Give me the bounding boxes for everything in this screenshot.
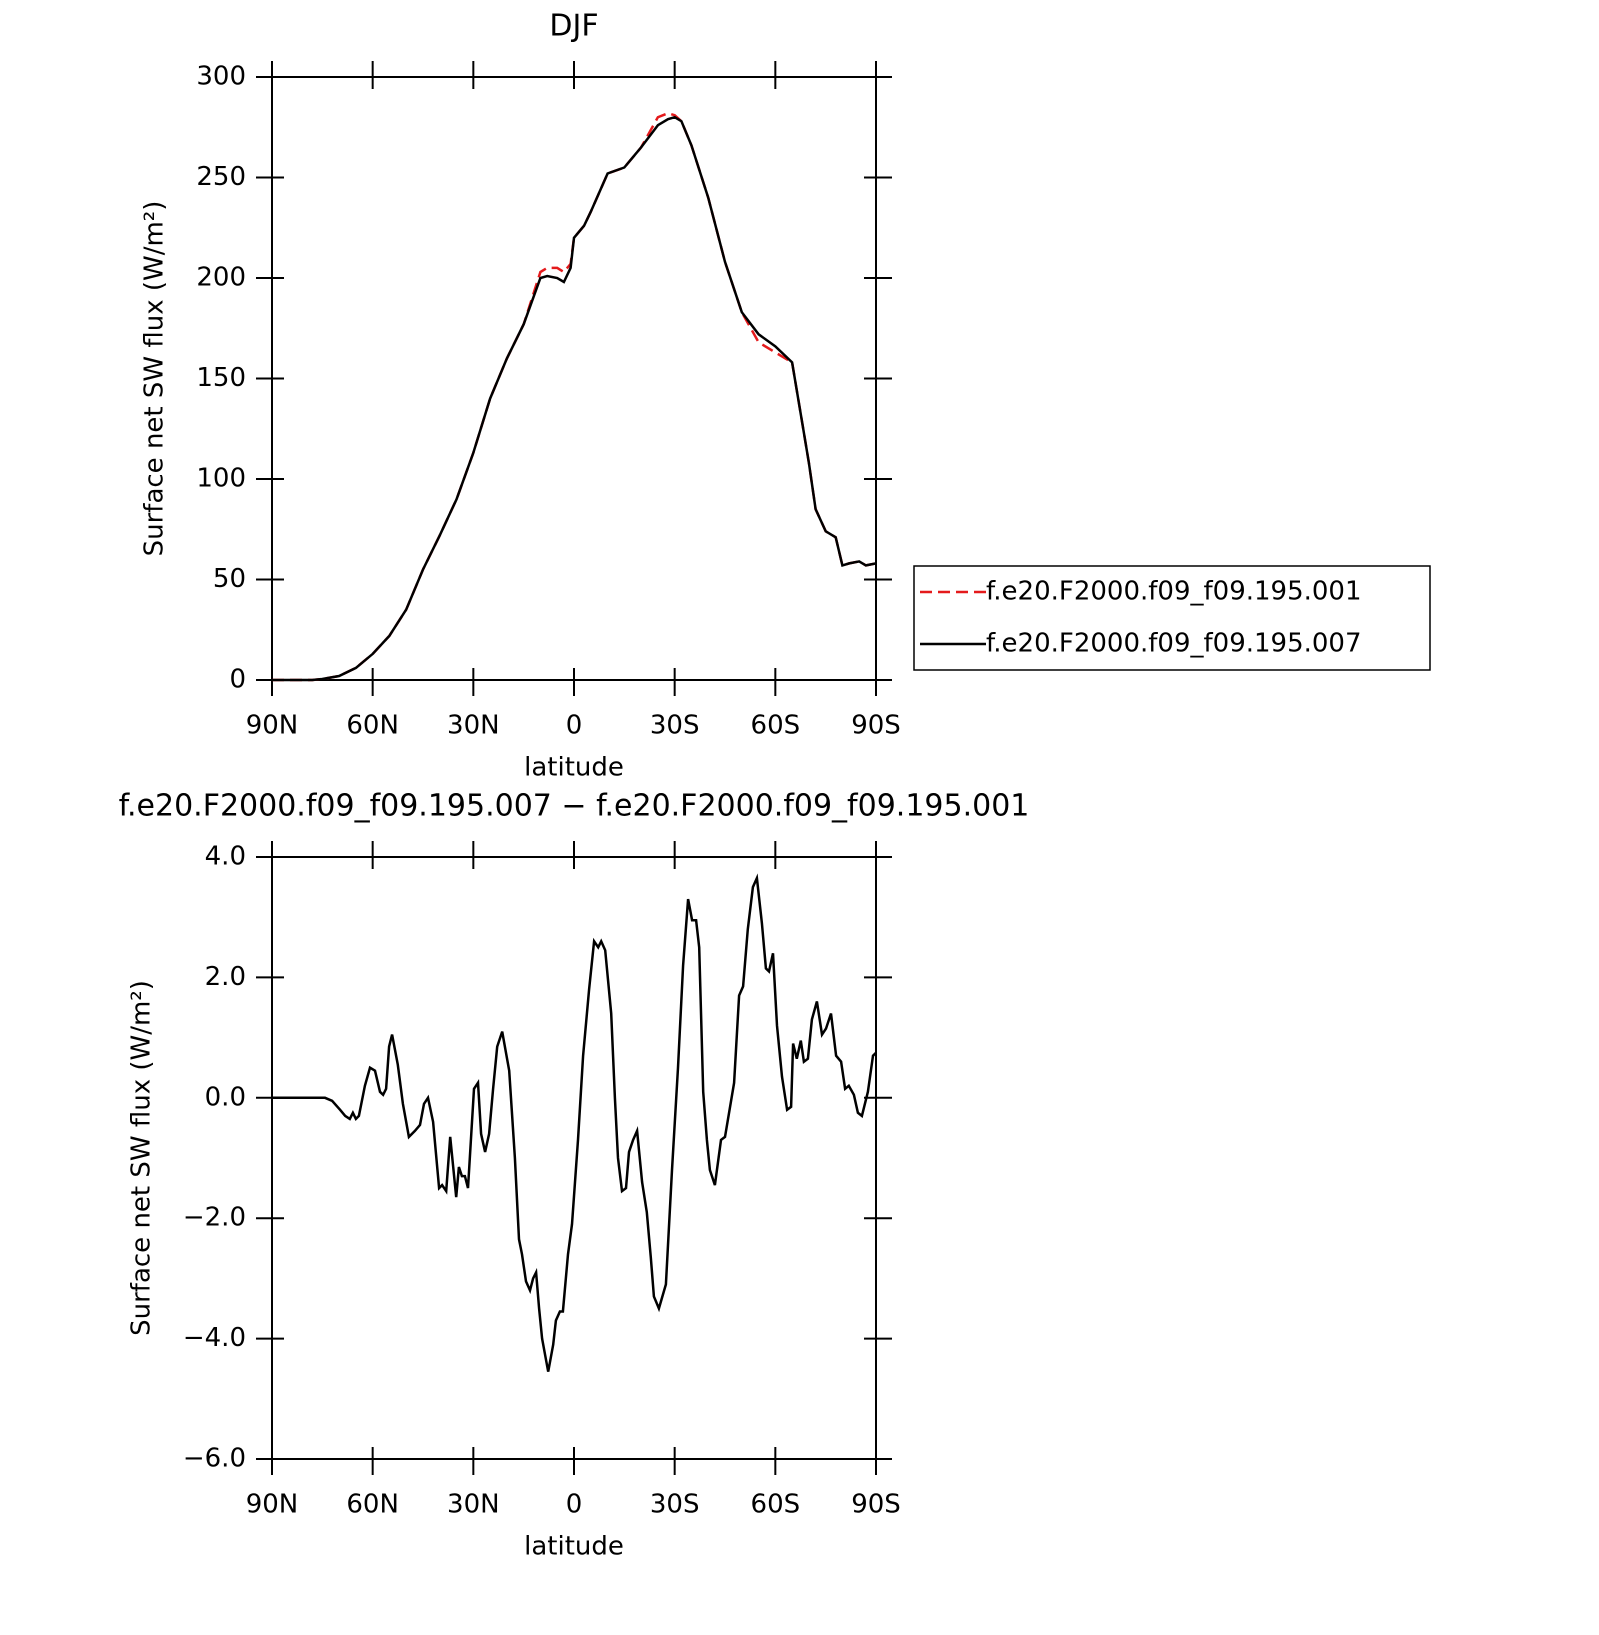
y-tick-label: 200 — [196, 263, 246, 293]
x-tick-label: 60N — [346, 1490, 399, 1520]
x-tick-label: 0 — [566, 1490, 583, 1520]
y-axis-label: Surface net SW flux (W/m²) — [127, 980, 157, 1336]
legend-label: f.e20.F2000.f09_f09.195.007 — [986, 629, 1362, 659]
data-line — [272, 115, 877, 682]
x-tick-label: 90S — [851, 1490, 901, 1520]
y-tick-label: 2.0 — [205, 962, 246, 992]
y-axis-label: Surface net SW flux (W/m²) — [140, 201, 170, 557]
y-tick-label: −6.0 — [183, 1444, 246, 1474]
x-tick-label: 90N — [246, 1490, 299, 1520]
x-tick-label: 30N — [447, 1490, 500, 1520]
y-tick-label: 4.0 — [205, 842, 246, 872]
y-tick-label: 50 — [213, 564, 246, 594]
x-axis-label: latitude — [524, 1532, 624, 1562]
y-tick-label: −4.0 — [183, 1323, 246, 1353]
x-tick-label: 60N — [346, 711, 399, 741]
x-tick-label: 30N — [447, 711, 500, 741]
chart-title: f.e20.F2000.f09_f09.195.007 − f.e20.F200… — [119, 789, 1030, 824]
x-tick-label: 60S — [751, 711, 801, 741]
legend-label: f.e20.F2000.f09_f09.195.001 — [986, 577, 1362, 607]
y-tick-label: 150 — [196, 363, 246, 393]
chart-title: DJF — [549, 9, 598, 44]
x-tick-label: 0 — [566, 711, 583, 741]
plot-frame — [271, 76, 877, 681]
x-axis-label: latitude — [524, 753, 624, 783]
y-tick-label: 100 — [196, 464, 246, 494]
data-line — [272, 111, 877, 682]
plot-frame — [271, 856, 877, 1460]
y-tick-label: 300 — [196, 62, 246, 92]
x-tick-label: 30S — [650, 711, 700, 741]
data-line — [272, 873, 877, 1372]
x-tick-label: 60S — [751, 1490, 801, 1520]
x-tick-label: 90N — [246, 711, 299, 741]
y-tick-label: −2.0 — [183, 1203, 246, 1233]
x-tick-label: 90S — [851, 711, 901, 741]
y-tick-label: 250 — [196, 162, 246, 192]
y-tick-label: 0 — [229, 665, 246, 695]
x-tick-label: 30S — [650, 1490, 700, 1520]
legend-box — [913, 565, 1431, 671]
y-tick-label: 0.0 — [205, 1082, 246, 1112]
